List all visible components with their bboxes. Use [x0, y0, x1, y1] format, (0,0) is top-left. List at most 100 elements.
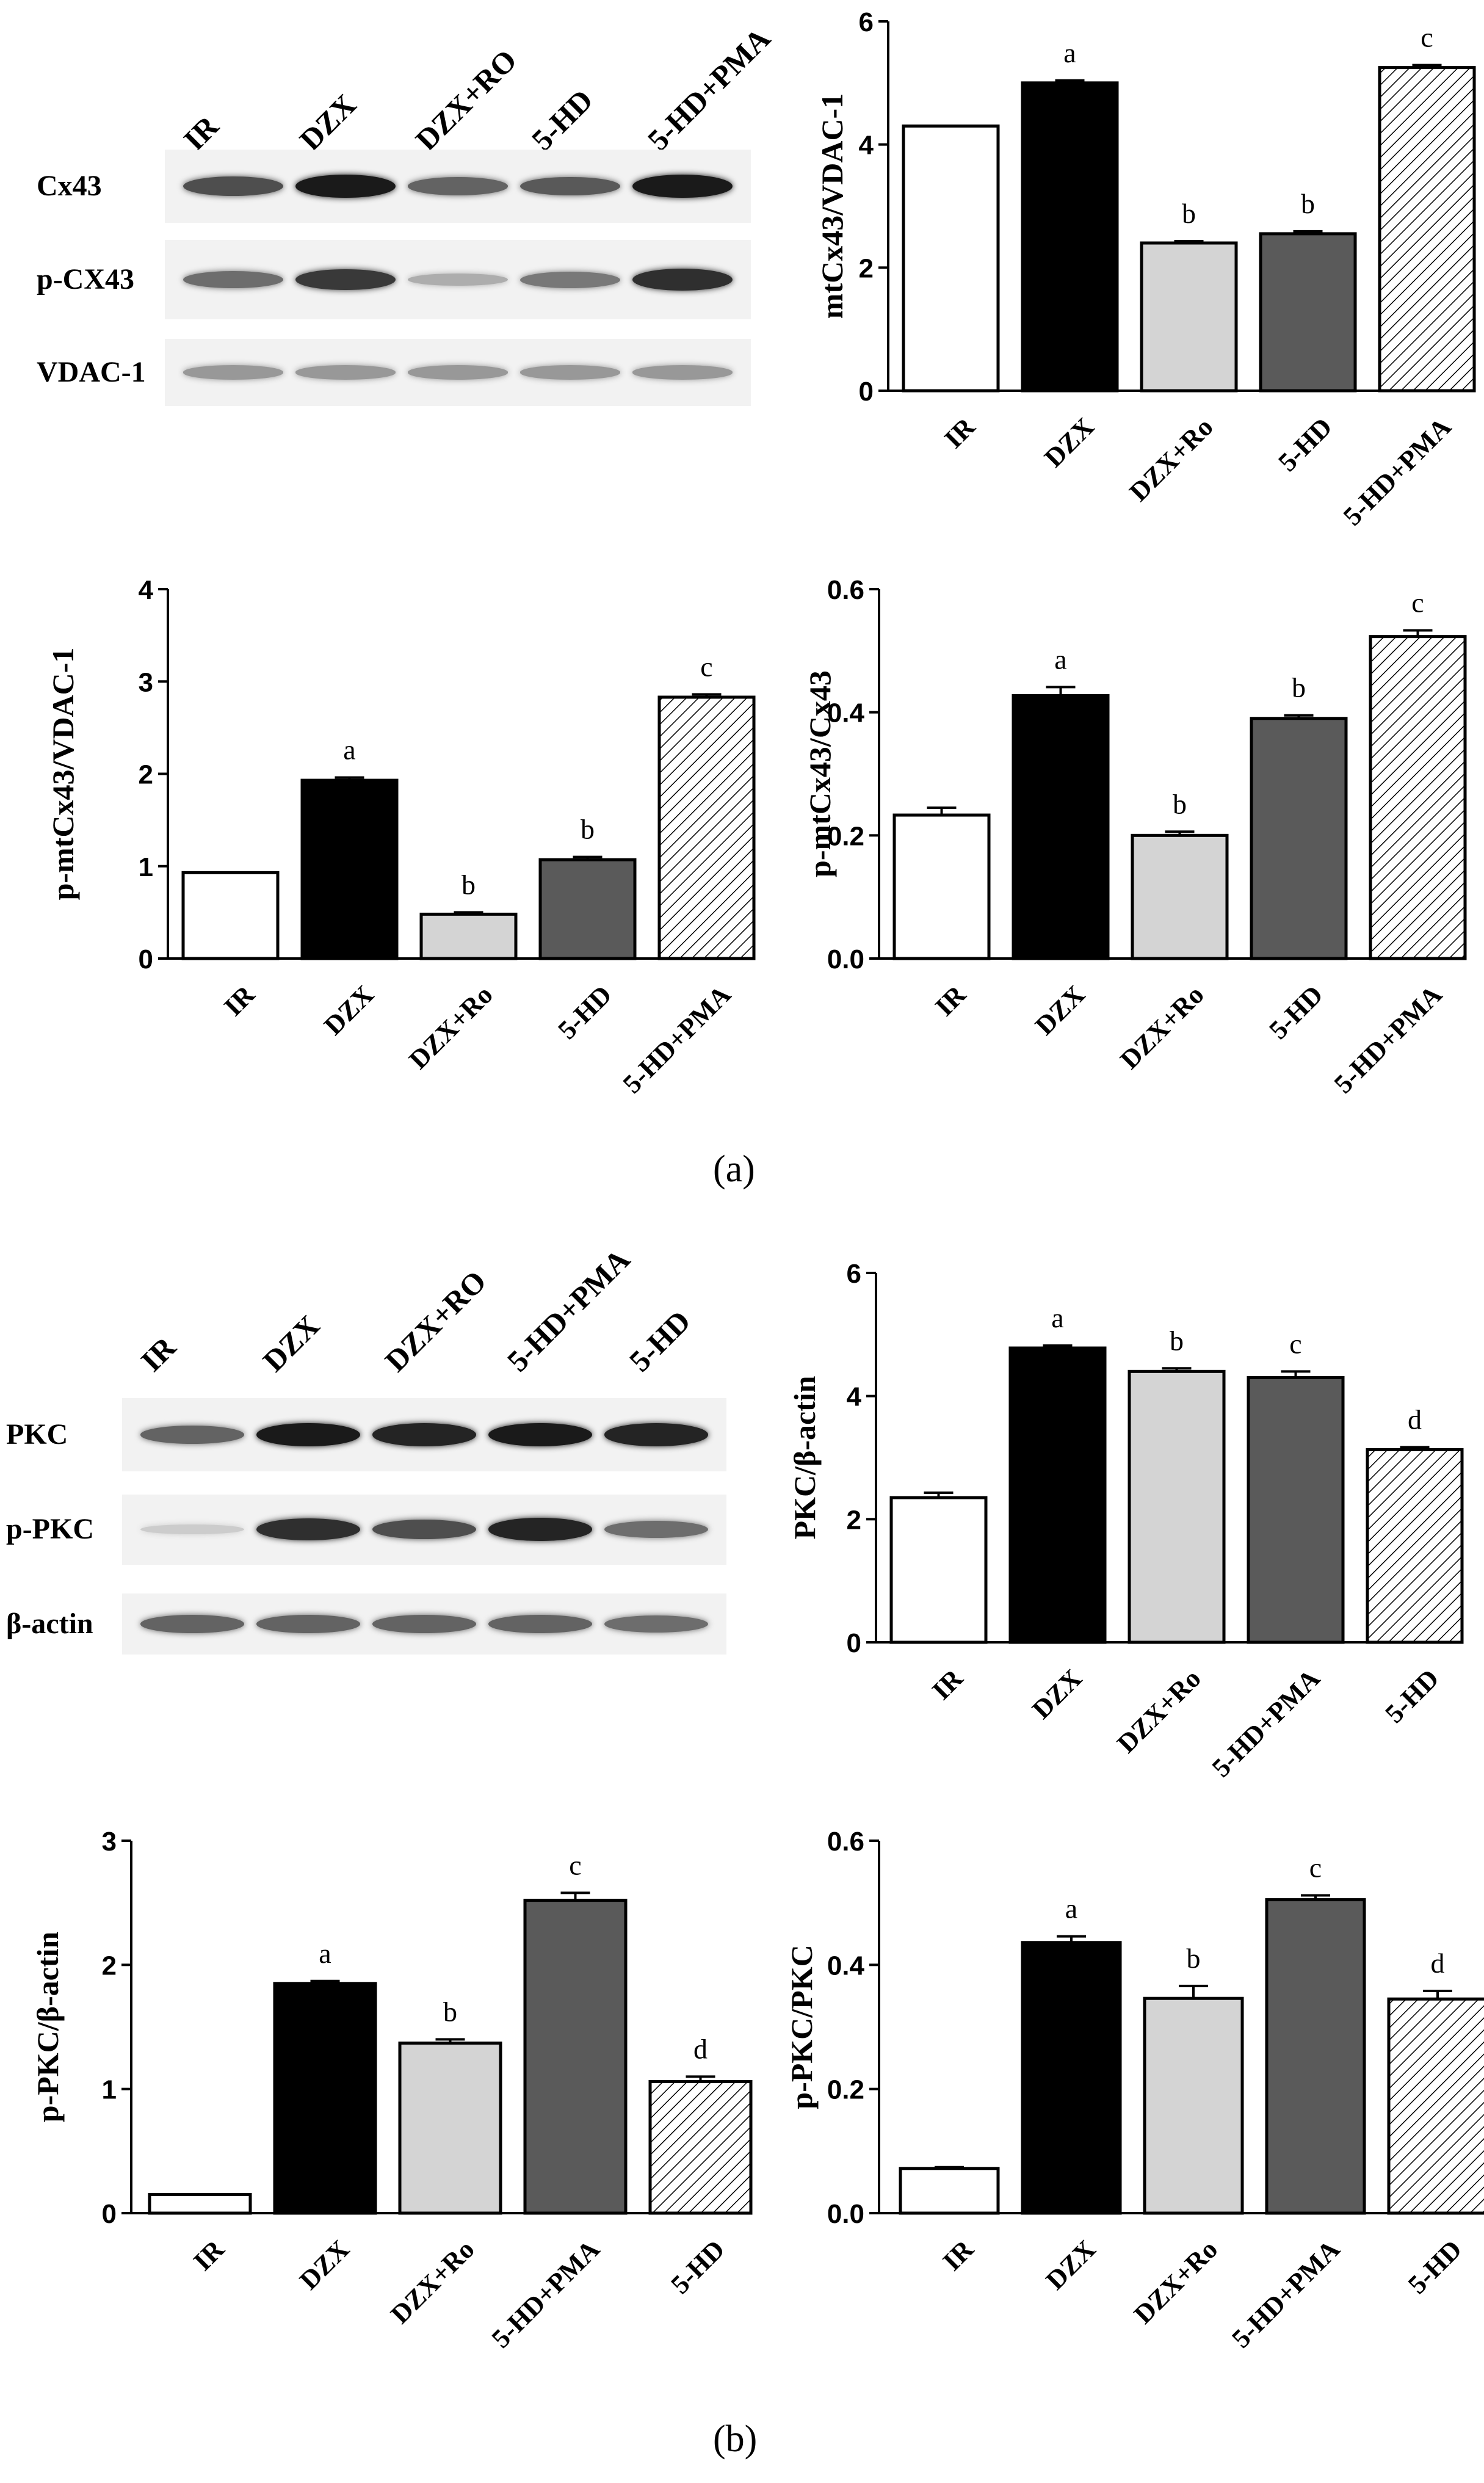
- panel-label-b: (b): [713, 2418, 758, 2460]
- y-tick-label: 6: [859, 7, 874, 37]
- y-tick-label: 0.0: [827, 944, 864, 974]
- blot-lane-label: 5-HD: [524, 82, 599, 158]
- significance-letter: c: [1411, 587, 1424, 618]
- bar-chart-mtcx43-vdac1: 0 2 4 6 mtCx43/VDAC-1 IR a DZX b DZX+Ro b 5-HD c 5-HD…: [815, 7, 1476, 531]
- significance-letter: c: [1289, 1328, 1301, 1359]
- bar: [1127, 1369, 1226, 1644]
- significance-letter: d: [1408, 1404, 1422, 1435]
- category-label: DZX+Ro: [1112, 1663, 1207, 1758]
- bar: [1012, 694, 1110, 960]
- significance-letter: b: [1182, 198, 1196, 229]
- y-tick-label: 3: [102, 1827, 117, 1857]
- y-tick-label: 0.2: [827, 2075, 864, 2105]
- category-label: DZX: [1029, 979, 1090, 1040]
- category-label: 5-HD: [552, 979, 617, 1045]
- y-tick-label: 1: [102, 2075, 117, 2105]
- blot-row-label: β-actin: [6, 1608, 93, 1640]
- blot-band: [140, 1524, 244, 1535]
- significance-letter: b: [1292, 672, 1306, 703]
- y-tick-label: 6: [847, 1259, 861, 1289]
- bar: [181, 871, 280, 960]
- blot-lane-label: DZX: [256, 1308, 326, 1379]
- blot-band: [408, 365, 508, 380]
- blot-band: [183, 176, 283, 197]
- blot-band: [520, 271, 620, 288]
- y-tick-label: 3: [139, 667, 153, 697]
- blot-lane-label: IR: [134, 1330, 183, 1379]
- y-tick-label: 0.4: [827, 698, 865, 728]
- significance-letter: b: [1173, 788, 1187, 819]
- blot-lane-label: DZX+RO: [408, 42, 524, 158]
- bar: [1259, 232, 1357, 393]
- blot-band: [256, 1615, 360, 1633]
- bar: [889, 1496, 988, 1644]
- category-label: DZX+Ro: [404, 979, 499, 1075]
- significance-letter: a: [1063, 37, 1076, 68]
- significance-letter: b: [1187, 1943, 1201, 1974]
- blot-band: [604, 1615, 708, 1633]
- category-label: 5-HD+PMA: [1328, 979, 1448, 1099]
- bar: [657, 695, 756, 960]
- bar: [523, 1899, 628, 2215]
- significance-letter: b: [1301, 188, 1315, 219]
- y-axis-label: p-mtCx43/Cx43: [803, 670, 837, 877]
- category-label: DZX: [1038, 411, 1099, 473]
- bar: [892, 813, 991, 960]
- significance-letter: a: [319, 1938, 331, 1969]
- significance-letter: a: [1065, 1893, 1077, 1924]
- category-label: 5-HD+PMA: [1337, 411, 1457, 531]
- blot-band: [295, 365, 396, 380]
- category-label: 5-HD+PMA: [486, 2234, 606, 2354]
- blot-row-label: PKC: [6, 1418, 68, 1451]
- y-tick-label: 0: [847, 1628, 861, 1658]
- category-label: IR: [926, 1663, 969, 1706]
- western-blot-a: IR DZX DZX+RO 5-HD 5-HD+PMA Cx43 p-CX43 VDAC-1: [0, 0, 776, 440]
- blot-lane-label: DZX+RO: [378, 1263, 493, 1379]
- blot-lane-label: 5-HD+PMA: [640, 21, 777, 158]
- y-tick-label: 0.2: [827, 821, 864, 851]
- category-label: DZX+Ro: [1124, 411, 1219, 507]
- significance-letter: d: [1431, 1948, 1445, 1979]
- blot-row-label: p-PKC: [6, 1513, 94, 1545]
- blot-band: [372, 1615, 476, 1633]
- panel-label-a: (a): [713, 1148, 755, 1190]
- blot-band: [140, 1615, 244, 1633]
- bar: [1378, 66, 1476, 393]
- category-label: DZX+Ro: [1115, 979, 1210, 1075]
- blot-band: [372, 1519, 476, 1540]
- blot-band: [295, 174, 396, 198]
- bar: [902, 124, 1000, 393]
- blot-band: [183, 365, 283, 380]
- bar: [1140, 241, 1238, 393]
- category-label: IR: [218, 979, 261, 1022]
- blot-row-label: p-CX43: [37, 263, 135, 295]
- category-label: 5-HD: [1263, 979, 1328, 1045]
- significance-letter: b: [461, 869, 476, 900]
- blot-band: [408, 177, 508, 195]
- blot-band: [632, 174, 733, 198]
- category-label: 5-HD+PMA: [617, 979, 737, 1099]
- blot-lane-label: 5-HD+PMA: [500, 1242, 637, 1379]
- significance-letter: a: [1051, 1302, 1063, 1333]
- y-axis-label: p-PKC/PKC: [784, 1945, 819, 2109]
- blot-band: [520, 365, 620, 380]
- bar: [648, 2079, 753, 2215]
- blot-band: [632, 268, 733, 291]
- bar: [1021, 1941, 1122, 2215]
- category-label: DZX: [1040, 2234, 1101, 2295]
- blot-band: [632, 365, 733, 380]
- blot-band: [488, 1518, 592, 1541]
- y-axis-label: PKC/β-actin: [787, 1376, 822, 1539]
- bar: [1143, 1996, 1244, 2215]
- y-tick-label: 0.6: [827, 575, 864, 605]
- bar: [1021, 81, 1119, 393]
- y-tick-label: 2: [102, 1951, 117, 1981]
- y-axis-label: p-PKC/β-actin: [31, 1932, 65, 2123]
- significance-letter: c: [569, 1849, 581, 1880]
- category-label: DZX: [1026, 1663, 1087, 1724]
- category-label: 5-HD: [1272, 411, 1337, 477]
- blot-band: [488, 1423, 592, 1447]
- blot-band: [140, 1426, 244, 1444]
- y-tick-label: 2: [847, 1505, 861, 1535]
- significance-letter: c: [1421, 22, 1433, 53]
